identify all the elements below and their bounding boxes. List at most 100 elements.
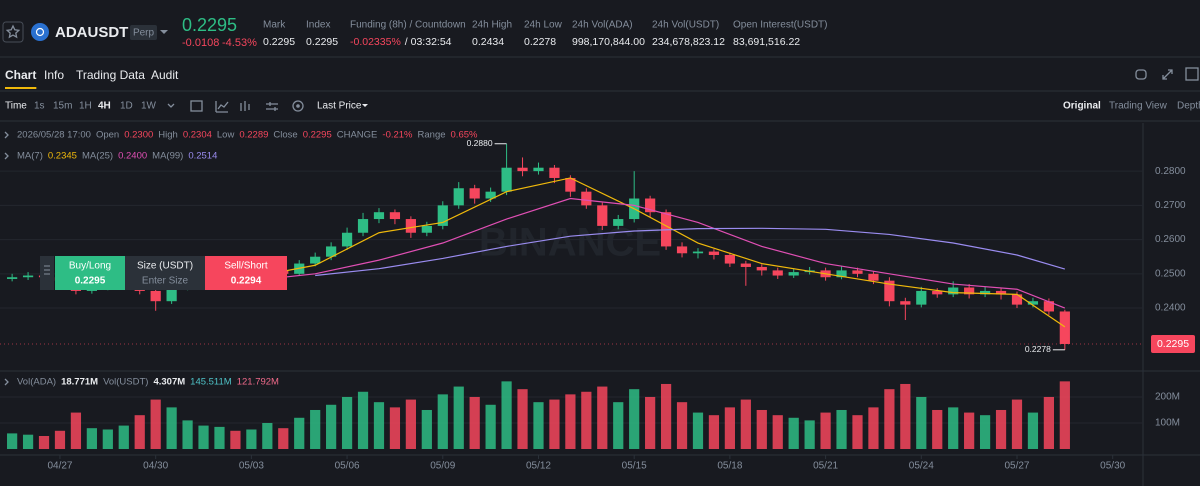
volume-bar <box>613 402 624 449</box>
candle-body <box>1011 294 1023 305</box>
layout-icon[interactable] <box>1185 67 1199 81</box>
ohlc-value: 0.2295 <box>303 130 332 141</box>
tab[interactable]: Chart <box>5 68 36 82</box>
volume-legend-value: 4.307M <box>153 377 185 388</box>
volume-bar <box>118 425 129 449</box>
candle-body <box>979 290 991 295</box>
volume-bar <box>453 386 464 449</box>
legend-name: MA(7) <box>17 151 43 162</box>
ma-line <box>315 227 1066 277</box>
view-option[interactable]: Depth <box>1177 101 1200 112</box>
size-placeholder: Enter Size <box>142 276 189 287</box>
candle-body <box>565 177 576 192</box>
price-source[interactable]: Last Price <box>317 101 362 112</box>
x-tick-label: 05/21 <box>813 461 838 472</box>
volume-bar <box>597 386 608 449</box>
candle-body <box>453 188 464 206</box>
volume-bar <box>86 428 97 449</box>
replay-icon[interactable] <box>292 100 304 112</box>
volume-bar <box>262 422 273 449</box>
alert-icon[interactable] <box>1135 69 1147 80</box>
candle-body <box>884 280 895 302</box>
price-source-caret[interactable] <box>362 104 368 107</box>
indicator-icon[interactable] <box>215 101 229 113</box>
buy-price: 0.2295 <box>75 276 106 287</box>
volume-bar <box>294 417 305 449</box>
volume-bar <box>836 409 847 449</box>
interval[interactable]: 1D <box>120 101 133 112</box>
legend-caret <box>4 152 9 160</box>
candle-body <box>645 198 656 213</box>
candle-body <box>389 212 401 220</box>
expand-icon[interactable] <box>1162 69 1173 80</box>
volume-bar <box>246 429 257 449</box>
candle-body <box>724 254 735 264</box>
volume-bar <box>948 407 959 449</box>
candle-body <box>150 290 161 302</box>
interval: Time <box>5 101 27 112</box>
interval[interactable]: 15m <box>53 101 72 112</box>
calendar-icon[interactable] <box>190 100 203 112</box>
favorite-button[interactable] <box>2 21 24 43</box>
stat-value: 0.2295 <box>306 36 338 48</box>
volume-bar <box>756 409 767 449</box>
candle-body <box>692 251 704 254</box>
candle-body <box>517 167 528 172</box>
ohlc-time: 2026/05/28 17:00 <box>17 130 91 141</box>
ohlc-value: -0.21% <box>382 130 413 141</box>
chart-type-icon[interactable] <box>240 101 250 111</box>
x-tick-label: 05/06 <box>335 461 360 472</box>
volume-bar <box>373 402 385 449</box>
tab[interactable]: Audit <box>151 68 179 82</box>
legend-value: 0.2400 <box>118 151 147 162</box>
interval[interactable]: 1H <box>79 101 92 112</box>
volume-bar <box>549 399 560 449</box>
volume-bar <box>310 409 321 449</box>
volume-bar <box>1027 412 1039 449</box>
symbol[interactable]: ADAUSDT <box>55 24 128 41</box>
view-option[interactable]: Original <box>1063 101 1101 112</box>
candle-body <box>948 287 959 295</box>
volume-bar <box>884 389 895 449</box>
ohlc-label: Range <box>418 130 446 141</box>
last-price-label: 0.2295 <box>1157 338 1189 350</box>
size-input[interactable] <box>125 256 205 290</box>
sell-button[interactable] <box>205 256 287 290</box>
view-option[interactable]: Trading View <box>1109 101 1168 112</box>
settings-icon[interactable] <box>266 102 278 111</box>
volume-bar <box>230 430 241 449</box>
volume-bar <box>772 415 783 449</box>
candle-body <box>788 272 799 276</box>
volume-bar <box>692 412 704 449</box>
volume-bar <box>916 396 927 449</box>
interval[interactable]: 1s <box>34 101 45 112</box>
volume-bar <box>932 409 943 449</box>
y2-tick-label: 100M <box>1155 418 1180 429</box>
stat-value: 0.2434 <box>472 36 504 48</box>
tab[interactable]: Info <box>44 68 64 82</box>
volume-bar <box>54 430 66 449</box>
ohlc-label: High <box>158 130 178 141</box>
stat-value: -0.02335% <box>350 36 401 48</box>
y2-tick-label: 200M <box>1155 392 1180 403</box>
y-tick-label: 0.2800 <box>1155 166 1186 177</box>
interval[interactable]: 1W <box>141 101 157 112</box>
symbol-caret[interactable] <box>160 30 168 34</box>
interval[interactable]: 4H <box>98 101 111 112</box>
y-tick-label: 0.2400 <box>1155 303 1186 314</box>
volume-bar <box>676 402 688 449</box>
buy-button[interactable] <box>55 256 125 290</box>
legend-value: 0.2514 <box>188 151 217 162</box>
interval-caret[interactable] <box>167 103 175 108</box>
volume-bar <box>740 399 751 449</box>
volume-bar <box>724 407 735 449</box>
widget-handle[interactable] <box>40 256 54 290</box>
tab[interactable]: Trading Data <box>76 68 145 82</box>
x-tick-label: 05/18 <box>717 461 742 472</box>
volume-bar <box>469 396 480 449</box>
candle-body <box>357 219 369 233</box>
candle-body <box>341 232 353 247</box>
candle-body <box>581 191 592 206</box>
